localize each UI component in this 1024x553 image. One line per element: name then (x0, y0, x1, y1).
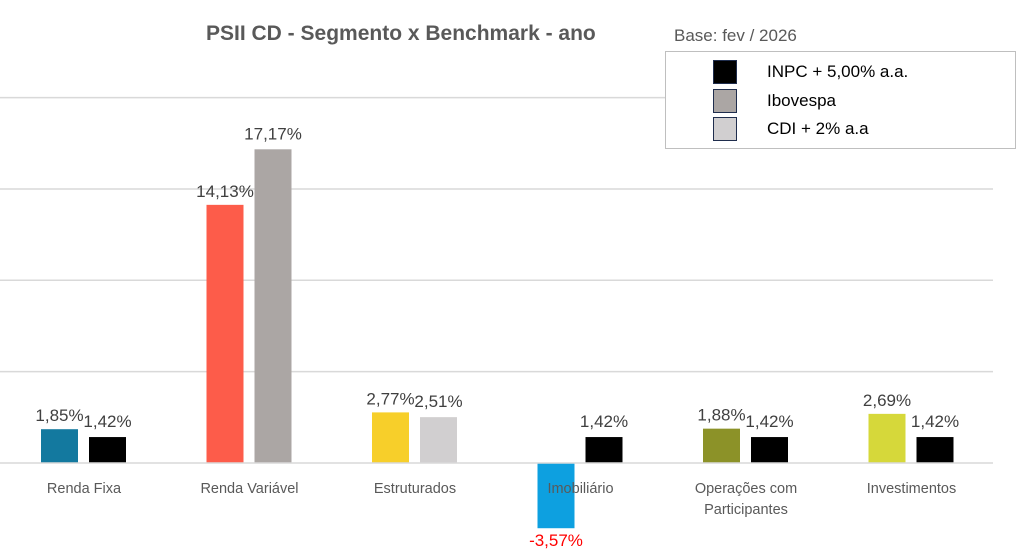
category-tick-label: Imobiliário (547, 481, 613, 497)
legend-swatch (713, 89, 737, 113)
benchmark-bar (254, 149, 292, 464)
segment-data-label: 14,13% (196, 182, 254, 201)
legend-label: INPC + 5,00% a.a. (767, 62, 909, 81)
benchmark-data-label: 1,42% (745, 412, 793, 431)
benchmark-bar (585, 437, 623, 463)
segment-bar (206, 204, 244, 463)
category-tick-label: Renda Fixa (47, 481, 122, 497)
legend-item-ibovespa: Ibovespa (713, 88, 836, 114)
segment-data-label: -3,57% (529, 531, 583, 550)
segment-bar (41, 429, 78, 463)
segment-data-label: 2,69% (863, 391, 911, 410)
benchmark-data-label: 1,42% (580, 412, 628, 431)
benchmark-bar (89, 437, 126, 463)
legend-item-cdi: CDI + 2% a.a (713, 116, 869, 142)
chart-title: PSII CD - Segmento x Benchmark - ano (206, 22, 596, 45)
legend: INPC + 5,00% a.a. Ibovespa CDI + 2% a.a (665, 51, 1016, 149)
segment-bar (868, 413, 906, 463)
benchmark-bar (420, 417, 457, 463)
segment-data-label: 2,77% (366, 389, 414, 408)
benchmark-data-label: 17,17% (244, 124, 302, 143)
benchmark-data-label: 1,42% (911, 412, 959, 431)
legend-swatch (713, 117, 737, 141)
benchmark-data-label: 2,51% (414, 392, 462, 411)
legend-label: Ibovespa (767, 91, 836, 110)
category-tick-label: Renda Variável (200, 481, 298, 497)
segment-bar (372, 412, 409, 463)
legend-item-inpc: INPC + 5,00% a.a. (713, 59, 908, 85)
benchmark-bar (751, 437, 788, 463)
benchmark-data-label: 1,42% (83, 412, 131, 431)
benchmark-bar (916, 437, 954, 463)
legend-label: CDI + 2% a.a (767, 119, 869, 138)
segment-bar (537, 463, 575, 529)
segment-data-label: 1,85% (35, 406, 83, 425)
category-tick-label: Operações com (695, 481, 797, 497)
segment-data-label: 1,88% (697, 406, 745, 425)
chart-subtitle: Base: fev / 2026 (674, 26, 797, 45)
segment-bar (703, 428, 740, 463)
category-tick-label: Investimentos (867, 481, 956, 497)
category-tick-label: Estruturados (374, 481, 456, 497)
legend-swatch (713, 60, 737, 84)
category-tick-label: Participantes (704, 502, 788, 518)
